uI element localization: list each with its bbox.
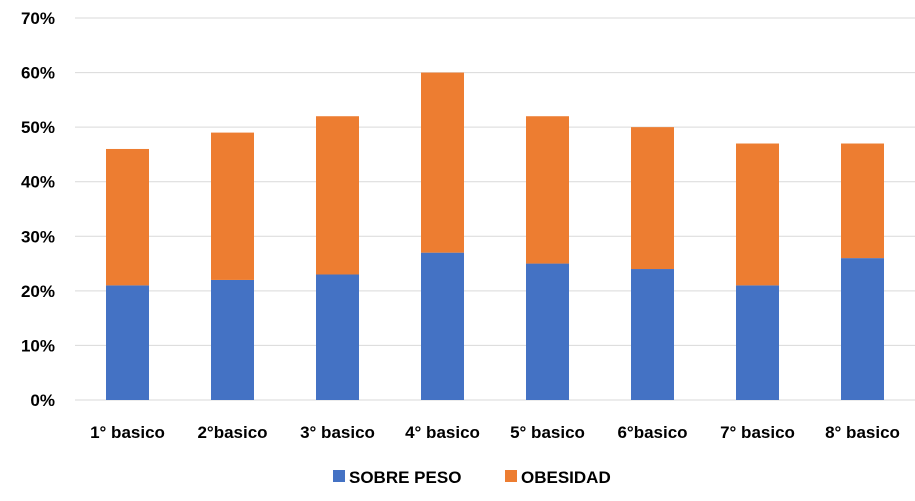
gridlines	[75, 17, 915, 401]
x-category-label: 6°basico	[617, 423, 687, 442]
x-category-label: 8° basico	[825, 423, 900, 442]
bar-obesidad	[841, 143, 884, 259]
bar-obesidad	[421, 72, 464, 253]
y-tick-label: 50%	[21, 118, 55, 137]
x-category-label: 1° basico	[90, 423, 165, 442]
bar-obesidad	[736, 143, 779, 286]
y-axis-tick-labels: 0% 10% 20% 30% 40% 50% 60% 70%	[21, 9, 55, 410]
y-tick-label: 10%	[21, 336, 55, 355]
x-category-label: 3° basico	[300, 423, 375, 442]
legend-label-sobre-peso: SOBRE PESO	[349, 468, 461, 487]
bar-obesidad	[526, 116, 569, 264]
bar-sobre-peso	[316, 274, 359, 400]
legend-label-obesidad: OBESIDAD	[521, 468, 611, 487]
bar-obesidad	[211, 132, 254, 280]
x-category-label: 5° basico	[510, 423, 585, 442]
x-axis-category-labels: 1° basico 2°basico 3° basico 4° basico 5° ba…	[90, 423, 900, 442]
legend-swatch-sobre-peso	[333, 470, 345, 482]
x-category-label: 7° basico	[720, 423, 795, 442]
bar-obesidad	[106, 148, 149, 286]
y-tick-label: 30%	[21, 227, 55, 246]
y-tick-label: 60%	[21, 64, 55, 83]
bar-sobre-peso	[421, 252, 464, 400]
bar-sobre-peso	[211, 279, 254, 400]
legend-swatch-obesidad	[505, 470, 517, 482]
bar-obesidad	[316, 116, 359, 275]
bar-sobre-peso	[631, 269, 674, 400]
x-category-label: 2°basico	[197, 423, 267, 442]
bar-sobre-peso	[526, 263, 569, 400]
bar-sobre-peso	[736, 285, 779, 400]
bar-sobre-peso	[106, 285, 149, 400]
y-tick-label: 40%	[21, 173, 55, 192]
y-tick-label: 0%	[30, 391, 55, 410]
y-tick-label: 20%	[21, 282, 55, 301]
bar-obesidad	[631, 127, 674, 270]
x-category-label: 4° basico	[405, 423, 480, 442]
y-tick-label: 70%	[21, 9, 55, 28]
bar-sobre-peso	[841, 258, 884, 400]
bars	[106, 72, 884, 400]
legend: SOBRE PESO OBESIDAD	[333, 468, 611, 487]
